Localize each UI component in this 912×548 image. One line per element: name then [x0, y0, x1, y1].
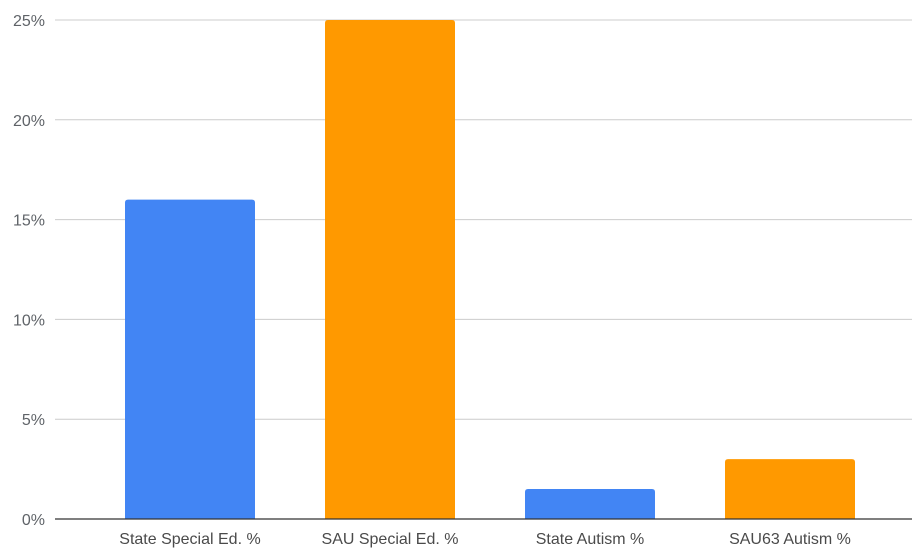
- y-tick-label: 0%: [22, 512, 45, 529]
- bar: [325, 20, 455, 519]
- bars: [125, 20, 855, 519]
- x-category-label: State Autism %: [536, 531, 645, 548]
- bar: [525, 489, 655, 519]
- y-tick-label: 5%: [22, 412, 45, 429]
- x-category-label: SAU Special Ed. %: [322, 531, 459, 548]
- y-axis-tick-labels: 0% 5% 10% 15% 20% 25%: [13, 13, 45, 529]
- y-tick-label: 10%: [13, 312, 45, 329]
- bar: [125, 199, 255, 519]
- y-tick-label: 25%: [13, 13, 45, 30]
- x-category-label: State Special Ed. %: [119, 531, 260, 548]
- y-tick-label: 20%: [13, 113, 45, 130]
- x-category-label: SAU63 Autism %: [729, 531, 851, 548]
- bar: [725, 459, 855, 519]
- x-axis-category-labels: State Special Ed. % SAU Special Ed. % Stat…: [119, 531, 851, 548]
- y-tick-label: 15%: [13, 213, 45, 230]
